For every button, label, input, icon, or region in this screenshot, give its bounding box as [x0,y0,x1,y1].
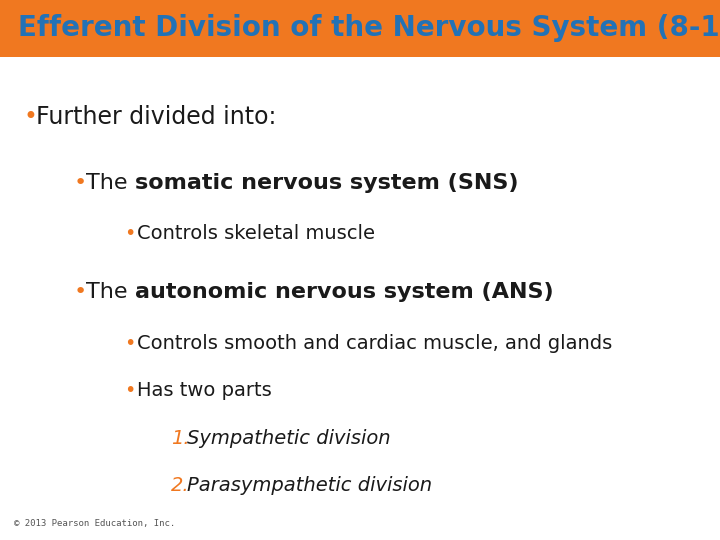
Bar [0,0,720,57]
Text: 2.: 2. [171,476,189,495]
Text: Has two parts: Has two parts [137,381,271,400]
Text: Parasympathetic division: Parasympathetic division [187,476,432,495]
Text: •: • [73,282,86,302]
Text: •: • [23,105,37,129]
Text: •: • [73,173,86,193]
Text: Further divided into:: Further divided into: [36,105,276,129]
Text: somatic nervous system (SNS): somatic nervous system (SNS) [135,173,518,193]
Text: The: The [86,282,135,302]
Text: © 2013 Pearson Education, Inc.: © 2013 Pearson Education, Inc. [14,519,176,528]
Text: Sympathetic division: Sympathetic division [187,429,391,448]
Text: The: The [86,173,135,193]
Text: autonomic nervous system (ANS): autonomic nervous system (ANS) [135,282,554,302]
Text: Efferent Division of the Nervous System (8-1): Efferent Division of the Nervous System … [18,15,720,42]
Text: Controls smooth and cardiac muscle, and glands: Controls smooth and cardiac muscle, and … [137,334,612,353]
Text: •: • [124,224,135,243]
Text: •: • [124,381,135,400]
Text: •: • [124,334,135,353]
Text: 1.: 1. [171,429,189,448]
Text: Controls skeletal muscle: Controls skeletal muscle [137,224,375,243]
